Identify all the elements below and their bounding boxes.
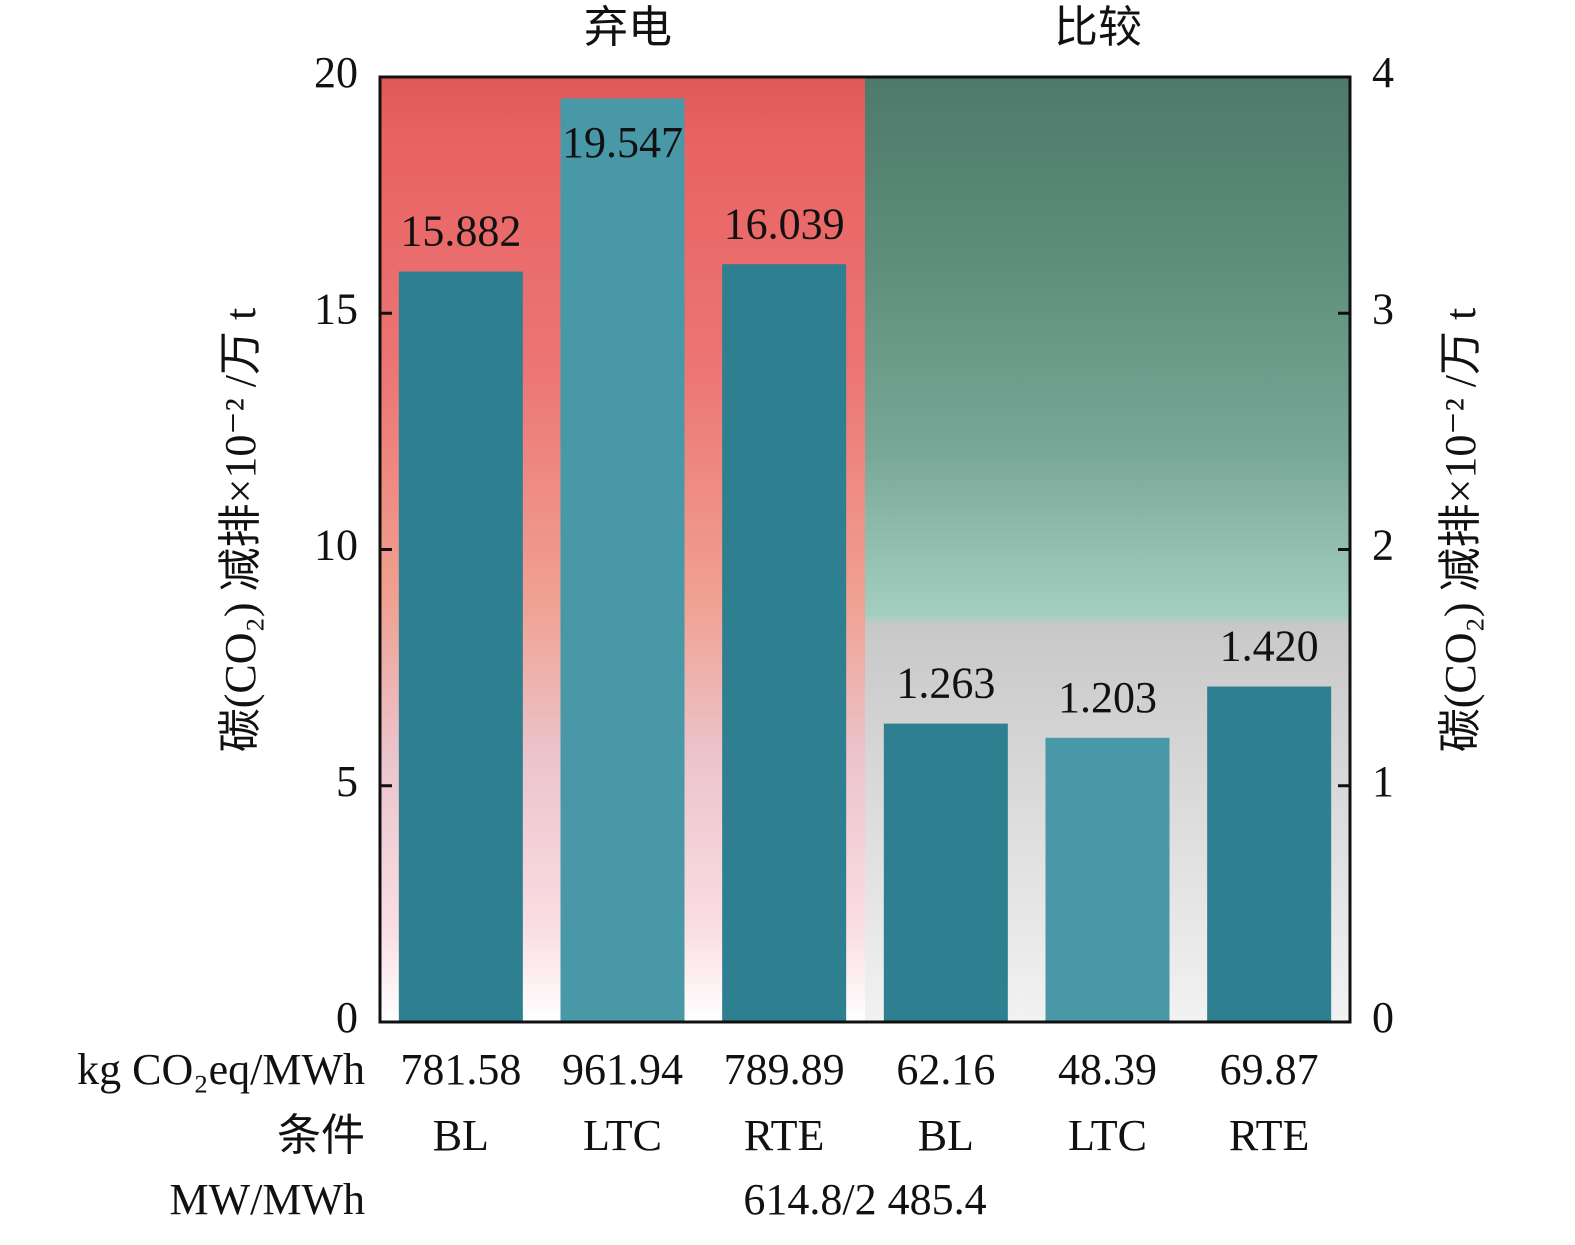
- y2-axis-label: 碳(CO₂) 减排×10⁻² /万 t: [1436, 308, 1485, 752]
- value-label: 1.420: [1220, 622, 1319, 671]
- bar: [560, 98, 685, 1023]
- intensity-value: 781.58: [400, 1045, 521, 1094]
- x-tick-label: RTE: [1229, 1111, 1309, 1160]
- x-tick-label: LTC: [1068, 1111, 1147, 1160]
- x-tick-label: BL: [918, 1111, 974, 1160]
- x-tick-label: LTC: [583, 1111, 662, 1160]
- intensity-value: 69.87: [1220, 1045, 1319, 1094]
- y2-tick-label: 0: [1372, 993, 1394, 1042]
- group-label: 比较: [1054, 3, 1142, 52]
- intensity-value: 62.16: [896, 1045, 995, 1094]
- y-axis-label: 碳(CO₂) 减排×10⁻² /万 t: [216, 308, 265, 752]
- bar: [722, 264, 847, 1023]
- x-tick-label: BL: [433, 1111, 489, 1160]
- intensity-value: 48.39: [1058, 1045, 1157, 1094]
- value-label: 15.882: [400, 207, 521, 256]
- y2-tick-label: 3: [1372, 284, 1394, 333]
- x-tick-label: RTE: [744, 1111, 824, 1160]
- y-tick-label: 0: [336, 993, 358, 1042]
- bar: [398, 271, 523, 1022]
- value-label: 1.263: [896, 659, 995, 708]
- bar: [1045, 737, 1170, 1022]
- row-label: kg CO₂eq/MWh: [77, 1045, 365, 1094]
- intensity-value: 961.94: [562, 1045, 683, 1094]
- y-tick-label: 5: [336, 757, 358, 806]
- bar: [1207, 686, 1332, 1022]
- group-label: 弃电: [584, 3, 672, 52]
- row-label: 条件: [277, 1111, 365, 1160]
- value-label: 16.039: [724, 199, 845, 248]
- y-tick-label: 10: [314, 521, 358, 570]
- y-tick-label: 15: [314, 284, 358, 333]
- y2-tick-label: 2: [1372, 521, 1394, 570]
- value-label: 1.203: [1058, 673, 1157, 722]
- row-label: MW/MWh: [169, 1175, 365, 1224]
- y-tick-label: 20: [314, 48, 358, 97]
- value-label: 19.547: [562, 118, 683, 167]
- y2-tick-label: 1: [1372, 757, 1394, 806]
- y2-tick-label: 4: [1372, 48, 1394, 97]
- intensity-value: 789.89: [724, 1045, 845, 1094]
- bar: [883, 723, 1008, 1022]
- capacity-value: 614.8/2 485.4: [743, 1175, 986, 1224]
